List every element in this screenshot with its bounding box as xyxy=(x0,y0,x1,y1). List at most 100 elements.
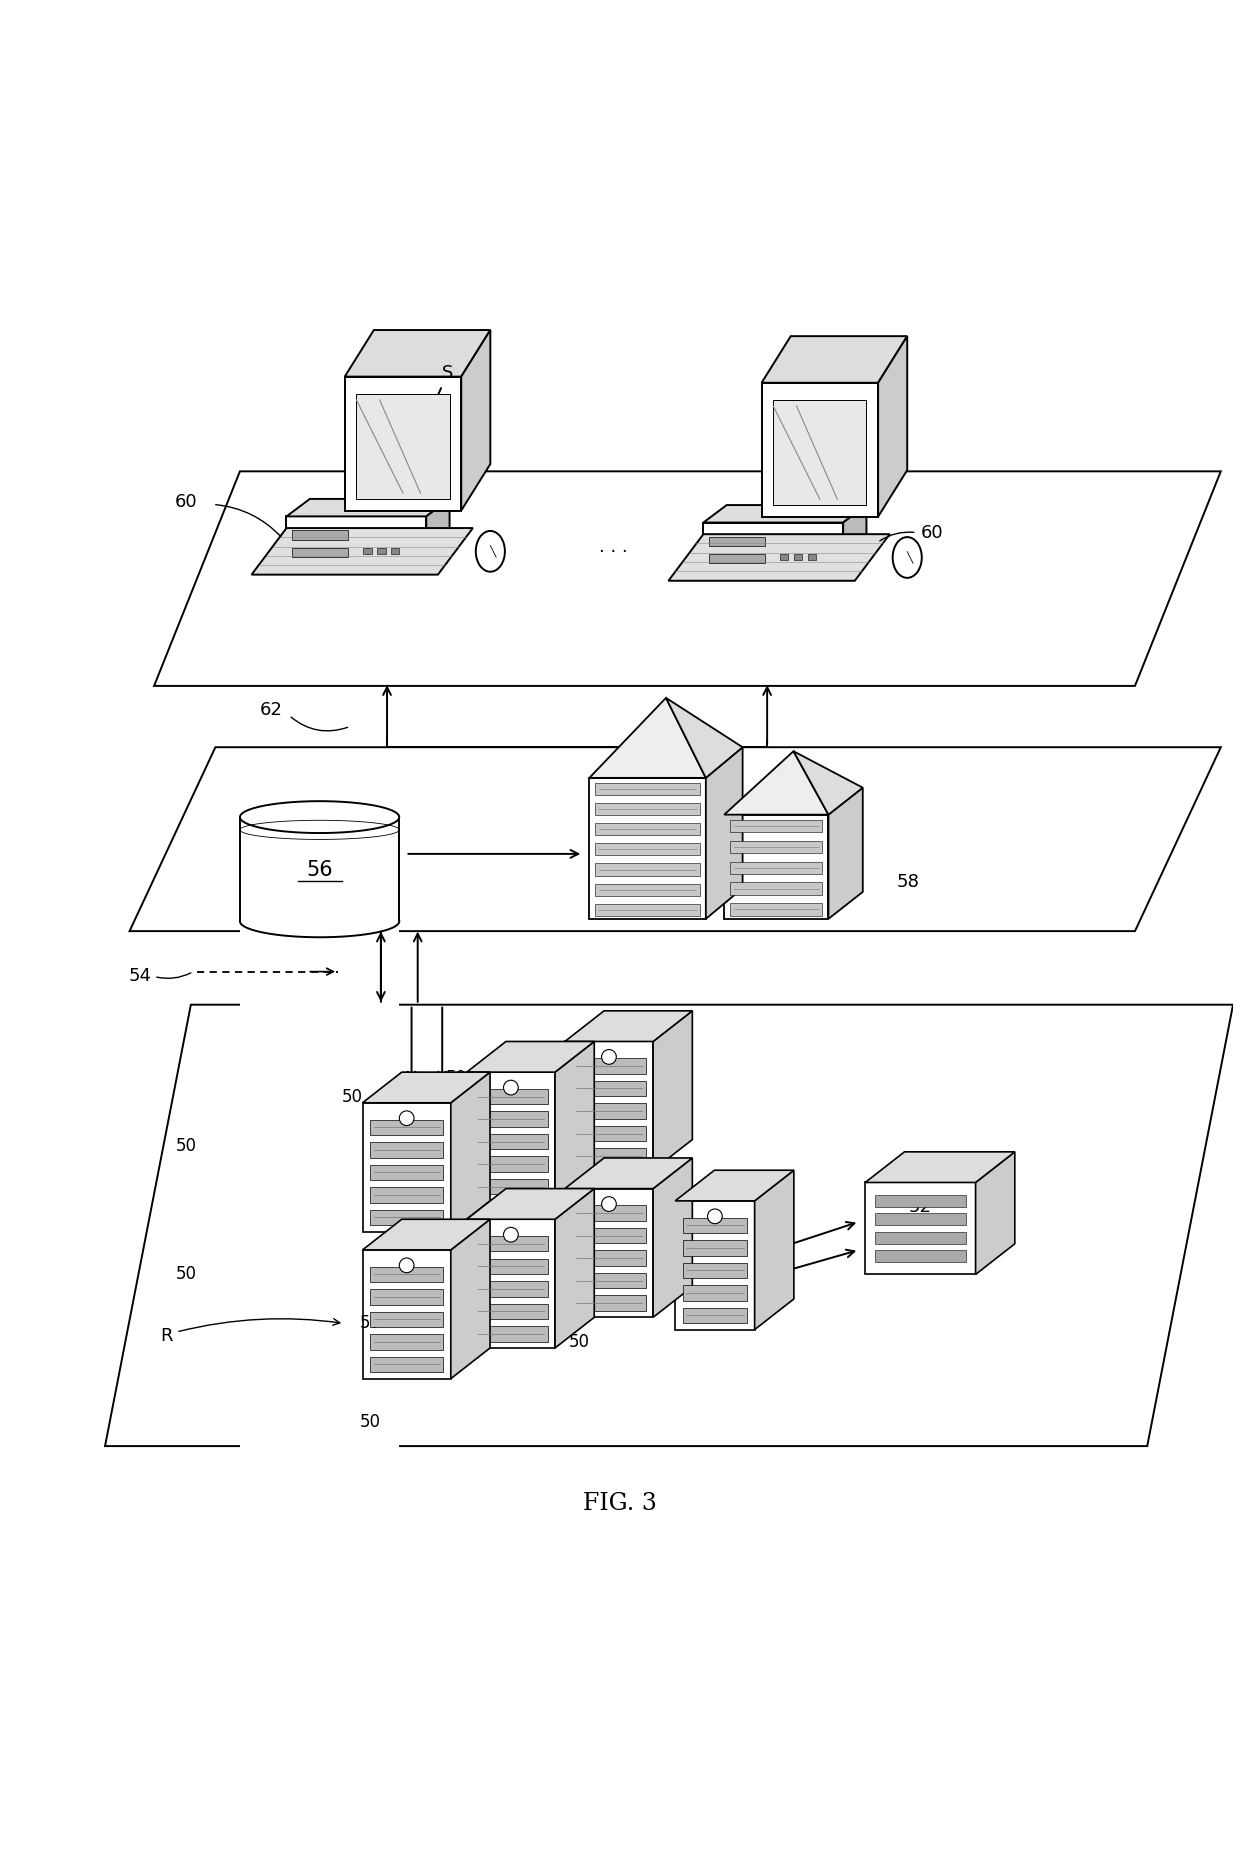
Polygon shape xyxy=(703,522,843,570)
Bar xyxy=(572,1295,646,1312)
Polygon shape xyxy=(556,1188,594,1349)
Polygon shape xyxy=(653,1158,692,1317)
Text: 50: 50 xyxy=(176,1265,197,1284)
Circle shape xyxy=(503,1080,518,1095)
Polygon shape xyxy=(589,697,706,777)
Bar xyxy=(572,1228,646,1243)
Circle shape xyxy=(708,1208,722,1223)
Bar xyxy=(370,1334,444,1350)
Bar xyxy=(370,1312,444,1326)
Bar xyxy=(474,1326,548,1341)
Polygon shape xyxy=(666,697,743,777)
Polygon shape xyxy=(843,505,867,570)
Bar xyxy=(682,1217,748,1234)
Bar xyxy=(474,1304,548,1319)
Polygon shape xyxy=(675,1171,794,1201)
Bar xyxy=(595,905,699,916)
Polygon shape xyxy=(241,801,399,832)
Polygon shape xyxy=(565,1042,653,1171)
Text: FIG. 3: FIG. 3 xyxy=(583,1493,657,1515)
Polygon shape xyxy=(461,329,490,511)
Bar xyxy=(682,1286,748,1301)
Bar xyxy=(293,531,348,540)
Bar xyxy=(370,1356,444,1373)
Bar xyxy=(730,903,822,916)
Polygon shape xyxy=(345,329,490,377)
Bar xyxy=(370,1289,444,1304)
Polygon shape xyxy=(976,1153,1014,1275)
Polygon shape xyxy=(706,747,743,919)
Bar xyxy=(572,1080,646,1097)
Bar xyxy=(474,1178,548,1195)
Bar xyxy=(709,553,765,562)
Polygon shape xyxy=(761,337,908,383)
Text: R: R xyxy=(160,1326,172,1345)
Text: S: S xyxy=(443,364,454,383)
Bar xyxy=(730,840,822,853)
Polygon shape xyxy=(466,1219,556,1349)
Polygon shape xyxy=(451,1073,490,1232)
Bar xyxy=(474,1112,548,1127)
Polygon shape xyxy=(653,1010,692,1171)
Bar xyxy=(572,1103,646,1119)
Bar xyxy=(370,1141,444,1158)
Bar xyxy=(474,1280,548,1297)
Circle shape xyxy=(601,1049,616,1064)
Bar xyxy=(572,1273,646,1288)
Bar xyxy=(595,783,699,796)
Polygon shape xyxy=(565,1010,692,1042)
Bar xyxy=(474,1134,548,1149)
Polygon shape xyxy=(866,1182,976,1275)
Bar xyxy=(875,1195,966,1206)
Bar xyxy=(474,1090,548,1104)
Bar xyxy=(572,1058,646,1073)
Bar xyxy=(682,1264,748,1278)
Text: 62: 62 xyxy=(260,701,283,720)
Text: 50: 50 xyxy=(445,1069,466,1088)
Bar xyxy=(370,1119,444,1134)
Text: 60: 60 xyxy=(920,524,944,542)
Polygon shape xyxy=(878,337,908,516)
Bar xyxy=(572,1149,646,1164)
Circle shape xyxy=(601,1197,616,1212)
Bar xyxy=(572,1251,646,1265)
Text: 50: 50 xyxy=(360,1315,381,1332)
Polygon shape xyxy=(668,535,890,581)
Ellipse shape xyxy=(476,531,505,572)
Bar xyxy=(730,862,822,873)
Text: 50: 50 xyxy=(568,1173,589,1191)
Text: 50: 50 xyxy=(568,1332,589,1350)
Polygon shape xyxy=(451,1219,490,1378)
Polygon shape xyxy=(828,788,863,919)
Bar xyxy=(363,548,372,553)
Polygon shape xyxy=(466,1188,594,1219)
Polygon shape xyxy=(466,1073,556,1201)
Text: 56: 56 xyxy=(306,860,332,881)
Ellipse shape xyxy=(893,536,921,577)
Text: 50: 50 xyxy=(341,1088,362,1106)
Bar xyxy=(595,844,699,855)
Bar xyxy=(474,1156,548,1171)
Polygon shape xyxy=(565,1158,692,1188)
Bar xyxy=(595,823,699,834)
Polygon shape xyxy=(356,394,450,500)
Bar xyxy=(682,1240,748,1256)
Text: 58: 58 xyxy=(897,873,920,892)
Polygon shape xyxy=(565,1188,653,1317)
Polygon shape xyxy=(675,1201,755,1330)
Bar xyxy=(595,884,699,895)
Polygon shape xyxy=(362,1103,451,1232)
Text: 50: 50 xyxy=(360,1413,381,1430)
Polygon shape xyxy=(589,777,706,919)
Polygon shape xyxy=(345,377,461,511)
Bar xyxy=(377,548,386,553)
Bar xyxy=(474,1258,548,1275)
Circle shape xyxy=(399,1258,414,1273)
Bar xyxy=(682,1308,748,1323)
Polygon shape xyxy=(362,1073,490,1103)
Polygon shape xyxy=(755,1171,794,1330)
Polygon shape xyxy=(703,505,867,522)
Bar xyxy=(572,1206,646,1221)
Text: 54: 54 xyxy=(129,968,151,986)
Bar xyxy=(875,1232,966,1243)
